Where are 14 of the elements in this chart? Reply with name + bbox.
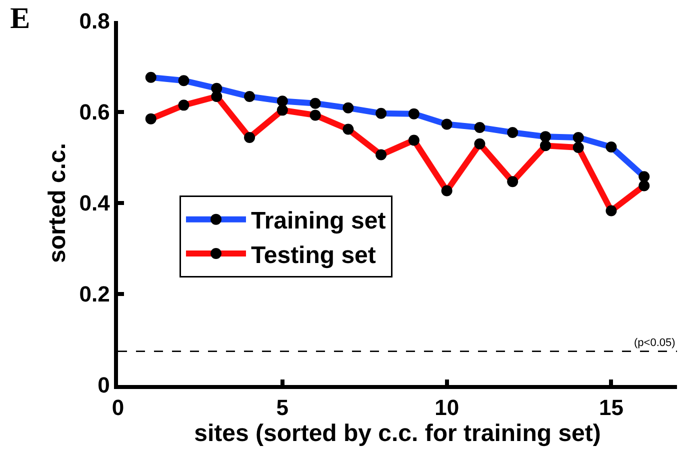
chart-title: E [10, 2, 30, 35]
y-tick-label: 0.6 [79, 100, 110, 125]
legend-label: Testing set [250, 242, 376, 269]
x-tick-label: 10 [434, 395, 460, 420]
y-tick-label: 0.4 [79, 190, 111, 216]
legend-label: Training set [250, 208, 386, 235]
x-tick-label: 15 [599, 395, 624, 420]
ref-line-label: (p<0.05) [634, 337, 676, 349]
x-tick-label: 5 [276, 395, 289, 420]
y-tick-label: 0 [98, 372, 110, 398]
x-axis-title: sites (sorted by c.c. for training set) [194, 420, 601, 448]
y-tick-label: 0.2 [79, 282, 110, 307]
y-axis-title: sorted c.c. [44, 142, 71, 264]
y-tick-label: 0.8 [79, 8, 110, 34]
